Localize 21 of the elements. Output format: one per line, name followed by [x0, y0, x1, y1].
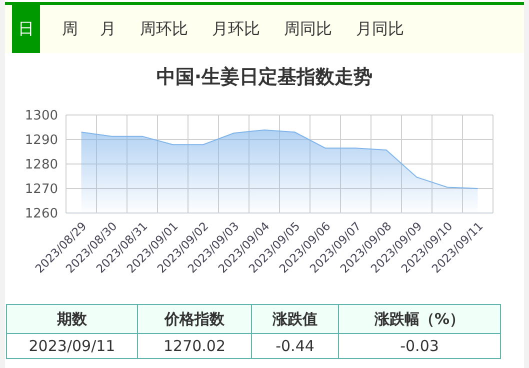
y-tick-label: 1280	[24, 158, 58, 173]
y-tick-label: 1300	[24, 108, 58, 124]
text: 周	[62, 18, 78, 40]
text: 涨跌值	[252, 304, 338, 334]
text: 月环比	[212, 18, 260, 40]
text: 日	[12, 5, 40, 53]
text: 周同比	[284, 18, 332, 40]
text: 周环比	[140, 18, 188, 40]
y-tick-label: 1260	[24, 206, 58, 222]
text: 1270.02	[138, 334, 252, 358]
chart-title: 中国·生姜日定基指数走势	[155, 65, 374, 90]
y-tick-label: 1270	[24, 182, 58, 198]
text: 价格指数	[138, 304, 252, 334]
text: -0.44	[252, 334, 338, 358]
y-tick-label: 1290	[24, 133, 58, 148]
text: 涨跌幅（%）	[338, 304, 500, 334]
text: 2023/09/11	[6, 334, 138, 358]
text: 期数	[6, 304, 138, 334]
text: -0.03	[338, 334, 500, 358]
text: 月同比	[356, 18, 404, 40]
text: 月	[100, 18, 116, 40]
